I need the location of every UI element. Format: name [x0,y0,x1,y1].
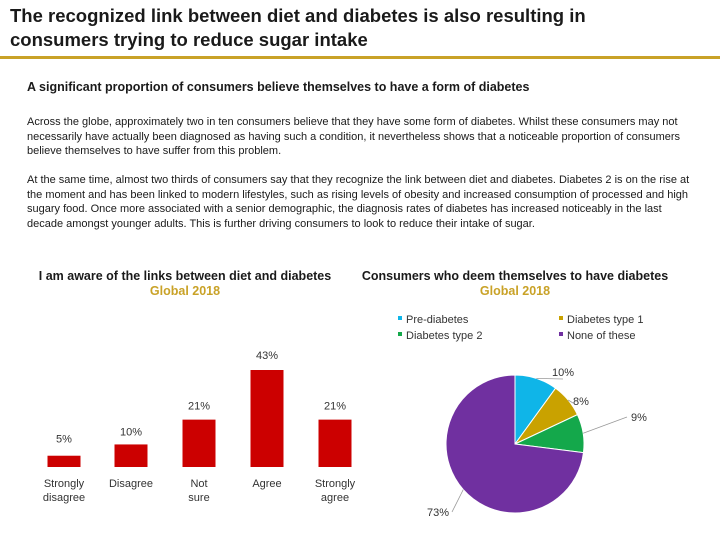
bar-chart-subtitle: Global 2018 [149,284,221,298]
bar-category-label-1: disagree [43,492,85,504]
title-line-2: consumers trying to reduce sugar intake [10,29,368,50]
pie-chart-title-text: Consumers who deem themselves to have di… [361,269,669,283]
bar-category-label-5: Strongly [315,478,356,490]
pie-value-label-2: 8% [573,396,589,408]
bar-value-label-3: 21% [188,401,210,413]
bar-category-label-5: agree [321,492,349,504]
pie-value-label-3: 9% [631,412,647,424]
bar-4 [250,370,284,467]
bar-chart-title-text: I am aware of the links between diet and… [38,269,332,283]
section-subheading: A significant proportion of consumers be… [27,80,530,94]
title-divider [0,56,720,59]
page-title: The recognized link between diet and dia… [10,4,710,52]
paragraph-2: At the same time, almost two thirds of c… [27,174,690,230]
pie-leader-3 [583,416,628,434]
pie-leader-4 [451,489,464,513]
pie-slice-4 [445,374,585,514]
legend-label: Diabetes type 1 [567,314,644,326]
legend-label: Diabetes type 2 [406,330,483,342]
bar-1 [47,455,81,467]
legend-item-3: Diabetes type 2 [398,330,482,342]
legend-swatch [398,332,402,337]
pie-chart-subtitle: Global 2018 [479,284,551,298]
bar-value-label-1: 5% [56,434,72,446]
bar-category-label-3: Not [190,478,207,490]
bar-5 [318,419,352,467]
bar-3 [182,419,216,467]
bar-value-label-4: 43% [256,350,278,362]
pie-leader-2 [567,399,574,404]
legend-item-2: Diabetes type 1 [559,314,643,326]
pie-value-label-4: 73% [427,507,449,519]
bar-category-label-3: sure [188,492,209,504]
pie-value-label-1: 10% [552,367,574,379]
legend-label: Pre-diabetes [406,314,469,326]
bar-2 [114,444,148,467]
legend-swatch [398,316,402,321]
legend-swatch [559,316,563,321]
legend-item-1: Pre-diabetes [398,314,468,326]
legend-label: None of these [567,330,636,342]
pie-chart-title: Consumers who deem themselves to have di… [350,269,680,299]
bar-chart-title: I am aware of the links between diet and… [20,269,350,299]
bar-value-label-2: 10% [120,426,142,438]
legend-item-4: None of these [559,330,636,342]
pie-leader-1 [536,377,564,380]
bar-value-label-5: 21% [324,401,346,413]
title-line-1: The recognized link between diet and dia… [10,5,586,26]
paragraph-1: Across the globe, approximately two in t… [27,116,681,158]
bar-category-label-4: Agree [252,478,281,490]
bar-category-label-1: Strongly [44,478,85,490]
bar-category-label-2: Disagree [109,478,153,490]
legend-swatch [559,332,563,337]
